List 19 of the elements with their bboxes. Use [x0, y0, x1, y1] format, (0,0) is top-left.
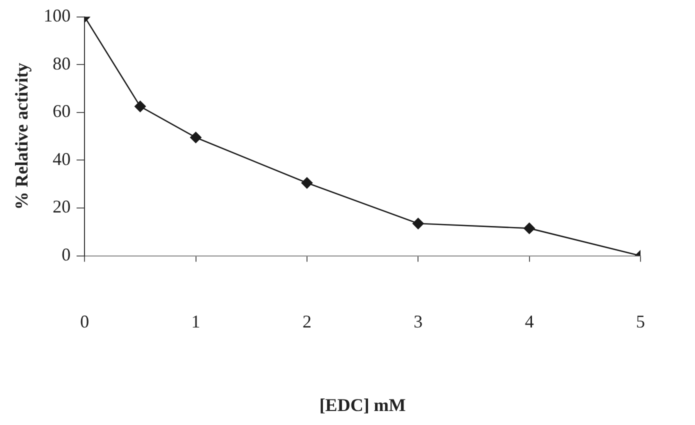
- x-tick-label: 1: [191, 311, 200, 332]
- y-tick-label: 80: [52, 53, 71, 74]
- point: [301, 177, 313, 189]
- x-tick-label: 5: [636, 311, 645, 332]
- y-tick-label: 20: [52, 196, 71, 217]
- point: [134, 100, 146, 112]
- y-tick-label: 100: [44, 6, 71, 26]
- point: [190, 132, 202, 144]
- x-axis-title: [EDC] mM: [319, 394, 406, 415]
- point: [412, 218, 424, 230]
- y-tick-label: 40: [52, 148, 71, 169]
- x-tick-label: 0: [80, 311, 90, 332]
- x-tick-label: 2: [302, 311, 312, 332]
- x-tick-label: 4: [524, 311, 534, 332]
- point: [524, 222, 535, 234]
- x-tick-label: 3: [414, 311, 423, 332]
- y-axis-title: % Relative activity: [11, 62, 32, 210]
- y-tick-label: 0: [62, 244, 71, 265]
- y-tick-label: 60: [52, 101, 71, 122]
